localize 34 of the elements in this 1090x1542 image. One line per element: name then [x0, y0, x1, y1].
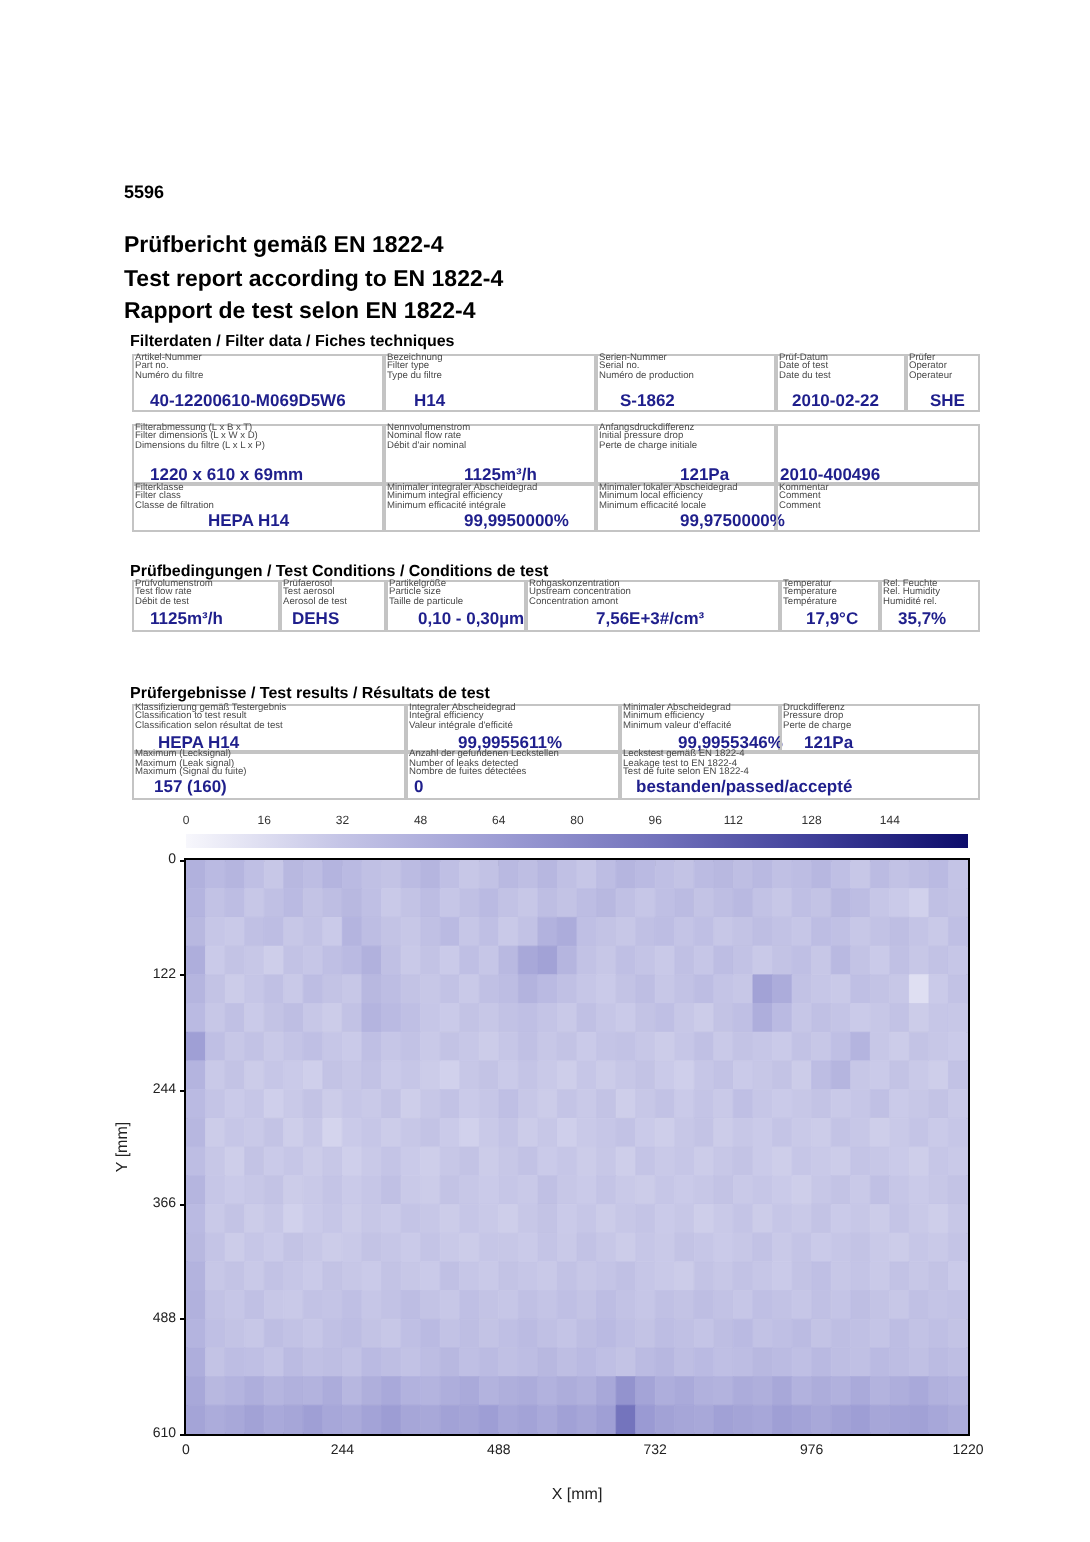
- text: Rapport de test selon EN 1822-4: [124, 300, 476, 325]
- text: DEHS: [292, 607, 340, 628]
- text: bestanden/passed/accepté: [636, 775, 853, 796]
- text: 99,9950000%: [464, 509, 569, 530]
- text: 2010-400496: [780, 463, 881, 484]
- text: 0,10 - 0,30µm: [418, 607, 525, 628]
- text: 99,9955346%: [678, 731, 783, 752]
- text: 1220 x 610 x 69mm: [150, 463, 304, 484]
- text: 35,7%: [898, 607, 947, 628]
- text: Filterdaten / Filter data / Fiches techniques: [130, 332, 455, 350]
- text: SHE: [930, 389, 965, 410]
- text: 17,9°C: [806, 607, 859, 628]
- text: 157 (160): [154, 775, 227, 796]
- text: S-1862: [620, 389, 675, 410]
- text: 40-12200610-M069D5W6: [150, 389, 346, 410]
- text: 99,9750000%: [680, 509, 785, 530]
- text: HEPA H14: [208, 509, 290, 530]
- x-axis-title: X [mm]: [551, 1485, 603, 1503]
- text: 121Pa: [680, 463, 730, 484]
- text: 5596: [124, 181, 165, 201]
- text: 0: [414, 775, 424, 796]
- text: Prüfergebnisse / Test results / Résultats de test: [130, 683, 490, 701]
- y-axis-title: Y [mm]: [113, 1121, 131, 1173]
- text: 121Pa: [804, 731, 854, 752]
- text: 1125m³/h: [464, 463, 537, 484]
- text: Prüfbedingungen / Test Conditions / Conditions de test: [130, 561, 549, 579]
- text: 99,9955611%: [458, 731, 562, 752]
- text: Test report according to EN 1822-4: [124, 267, 504, 292]
- text: H14: [414, 389, 446, 410]
- text: HEPA H14: [158, 731, 240, 752]
- text: 2010-02-22: [792, 389, 879, 410]
- text: Prüfbericht gemäß EN 1822-4: [124, 233, 444, 258]
- text: 7,56E+3#/cm³: [596, 607, 705, 628]
- text: 1125m³/h: [150, 607, 223, 628]
